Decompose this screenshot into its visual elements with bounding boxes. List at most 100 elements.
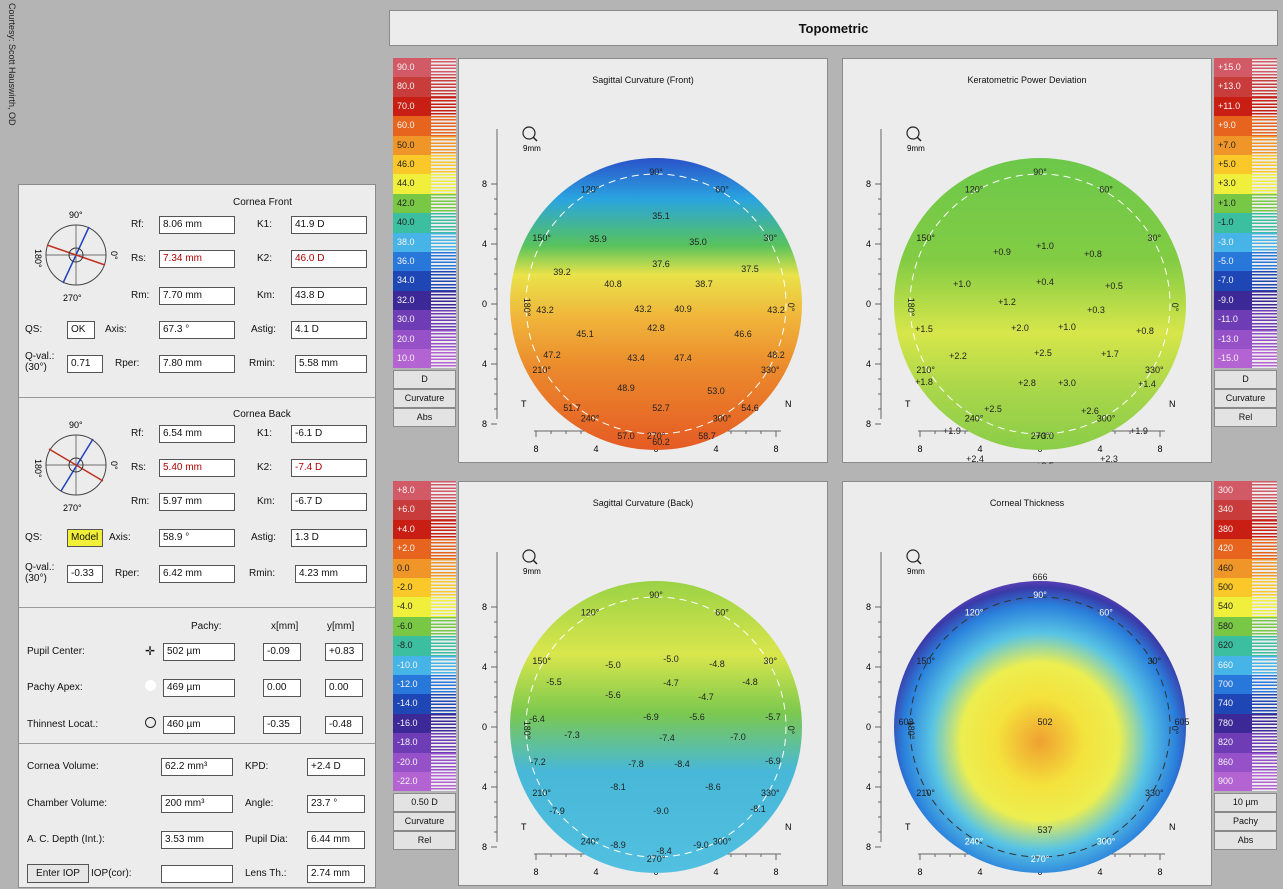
scale-unit-box3[interactable]: Rel [1214, 408, 1277, 428]
map-back-curvature[interactable]: Sagittal Curvature (Back) 8844004488TN9m… [458, 481, 828, 886]
map-value-label: -6.9 [765, 756, 781, 766]
back-km-field[interactable]: -6.7 D [291, 493, 367, 511]
magnifier-icon[interactable]: 9mm [906, 126, 925, 153]
thinnest-locat-x[interactable]: -0.35 [263, 716, 301, 734]
front-rs-field[interactable]: 7.34 mm [159, 250, 235, 268]
pupil-dia-field[interactable]: 6.44 mm [307, 831, 365, 849]
map-corneal-thickness[interactable]: Corneal Thickness 8844004488TN9mm90°60°3… [842, 481, 1212, 886]
kpd-field[interactable]: +2.4 D [307, 758, 365, 776]
x-tick-label: 4 [713, 444, 718, 454]
enter-iop-button[interactable]: Enter IOP [27, 864, 89, 883]
front-rm-field[interactable]: 7.70 mm [159, 287, 235, 305]
scale-bar [431, 252, 456, 272]
back-curvature-scale[interactable]: +8.0 +6.0 +4.0 +2.0 0.0 -2.0 -4.0 -6.0 -8.0 -10.0… [393, 481, 456, 886]
cornea-map-disc[interactable] [894, 581, 1186, 873]
back-qs-field[interactable]: Model ! [67, 529, 103, 547]
back-k2-field[interactable]: -7.4 D [291, 459, 367, 477]
angle-field[interactable]: 23.7 ° [307, 795, 365, 813]
back-qval-field[interactable]: -0.33 [67, 565, 103, 583]
scale-swatch: +3.0 [1214, 174, 1252, 194]
scale-unit-box2[interactable]: Pachy [1214, 812, 1277, 832]
separator [19, 743, 375, 744]
thinnest-locat-y[interactable]: -0.48 [325, 716, 363, 734]
back-rm-field[interactable]: 5.97 mm [159, 493, 235, 511]
pupil-center-y[interactable]: +0.83 [325, 643, 363, 661]
front-rf-field[interactable]: 8.06 mm [159, 216, 235, 234]
map-value-label: 54.6 [741, 403, 759, 413]
thickness-scale[interactable]: 300 340 380 420 460 500 540 580 620 660 700 740 780 8… [1214, 481, 1277, 886]
scale-bar [431, 116, 456, 136]
scale-unit-box2[interactable]: Curvature [1214, 389, 1277, 409]
map-kpd[interactable]: Keratometric Power Deviation 8844004488T… [842, 58, 1213, 464]
pachy-apex-y[interactable]: 0.00 [325, 679, 363, 697]
scale-unit-box2[interactable]: Curvature [393, 812, 456, 832]
cornea-front-section: Cornea Front 90° 270° 180° 0° Rf: 8.06 m… [19, 185, 375, 397]
y-tick-label: 4 [866, 359, 871, 369]
pachy-apex-x[interactable]: 0.00 [263, 679, 301, 697]
front-km-field[interactable]: 43.8 D [291, 287, 367, 305]
magnifier-icon[interactable]: 9mm [906, 549, 925, 576]
back-rper-field[interactable]: 6.42 mm [159, 565, 235, 583]
ac-depth-field[interactable]: 3.53 mm [161, 831, 233, 849]
map-value-label: -8.6 [705, 782, 721, 792]
front-axis-dial-icon: 90° 270° 180° 0° [33, 210, 119, 303]
back-k1-field[interactable]: -6.1 D [291, 425, 367, 443]
scale-unit-box3[interactable]: Abs [393, 408, 456, 428]
pupil-center-pachy[interactable]: 502 µm [163, 643, 235, 661]
front-qs-field[interactable]: OK [67, 321, 95, 339]
cornea-map-disc[interactable] [894, 158, 1186, 450]
cornea-volume-field[interactable]: 62.2 mm³ [161, 758, 233, 776]
topography-map-canvas[interactable]: 8844004488TN9mm90°60°30°0°330°300°270°24… [843, 482, 1213, 887]
back-rmin-field[interactable]: 4.23 mm [295, 565, 367, 583]
back-axis-dial-icon: 90° 270° 180° 0° [33, 420, 119, 513]
scale-swatch: +1.0 [1214, 193, 1252, 214]
iop-cor-field[interactable] [161, 865, 233, 883]
front-k2-field[interactable]: 46.0 D [291, 250, 367, 268]
topography-map-canvas[interactable]: 8844004488TN9mm90°60°30°0°330°300°270°24… [843, 59, 1213, 464]
back-rs-field[interactable]: 5.40 mm [159, 459, 235, 477]
cornea-map-disc[interactable] [510, 158, 802, 450]
topography-map-canvas[interactable]: 8844004488TN9mm90°60°30°0°330°300°270°24… [459, 482, 829, 887]
back-axis-field[interactable]: 58.9 ° [159, 529, 235, 547]
scale-bar [1252, 290, 1277, 311]
scale-bar [1252, 694, 1277, 714]
front-axis-field[interactable]: 67.3 ° [159, 321, 235, 339]
front-qval-field[interactable]: 0.71 [67, 355, 103, 373]
pachy-apex-pachy[interactable]: 469 µm [163, 679, 235, 697]
scale-swatch: 70.0 [393, 96, 431, 117]
map-value-label: 43.2 [634, 304, 652, 314]
degree-label: 180° [906, 721, 916, 740]
scale-unit-box3[interactable]: Rel [393, 831, 456, 851]
magnifier-icon[interactable]: 9mm [522, 126, 541, 153]
scale-unit-box3[interactable]: Abs [1214, 831, 1277, 851]
scale-unit-box2[interactable]: Curvature [393, 389, 456, 409]
front-rmin-field[interactable]: 5.58 mm [295, 355, 367, 373]
front-rper-field[interactable]: 7.80 mm [159, 355, 235, 373]
back-rf-field[interactable]: 6.54 mm [159, 425, 235, 443]
cornea-map-disc[interactable] [510, 581, 802, 873]
back-astig-field[interactable]: 1.3 D [291, 529, 367, 547]
scale-swatch: 36.0 [393, 252, 431, 272]
map-value-label: 47.4 [674, 353, 692, 363]
magnifier-icon[interactable]: 9mm [522, 549, 541, 576]
front-k1-field[interactable]: 41.9 D [291, 216, 367, 234]
y-mm-header: y[mm] [327, 621, 355, 632]
kpd-scale[interactable]: +15.0 +13.0 +11.0 +9.0 +7.0 +5.0 +3.0 +1.0 -1.0-… [1214, 58, 1277, 463]
scale-bar [431, 96, 456, 117]
map-value-label: -8.1 [610, 782, 626, 792]
front-astig-field[interactable]: 4.1 D [291, 321, 367, 339]
scale-swatch: -2.0 [393, 578, 431, 598]
pupil-center-x[interactable]: -0.09 [263, 643, 301, 661]
scale-swatch: 42.0 [393, 193, 431, 214]
topography-map-canvas[interactable]: 8844004488TN9mm90°60°30°0°330°300°270°24… [459, 59, 829, 464]
lens-th-field[interactable]: 2.74 mm [307, 865, 365, 883]
map-value-label: -4.7 [698, 692, 714, 702]
x-tick-label: 4 [977, 867, 982, 877]
chamber-volume-field[interactable]: 200 mm³ [161, 795, 233, 813]
x-tick-label: 8 [917, 867, 922, 877]
front-curvature-scale[interactable]: 90.0 80.0 70.0 60.0 50.0 46.0 44.0 42.0 40.0 38.0… [393, 58, 456, 463]
degree-label: 210° [916, 365, 935, 375]
map-front-curvature[interactable]: Sagittal Curvature (Front) 8844004488TN9… [458, 58, 828, 463]
scale-bar [1252, 481, 1277, 501]
thinnest-locat-pachy[interactable]: 460 µm [163, 716, 235, 734]
